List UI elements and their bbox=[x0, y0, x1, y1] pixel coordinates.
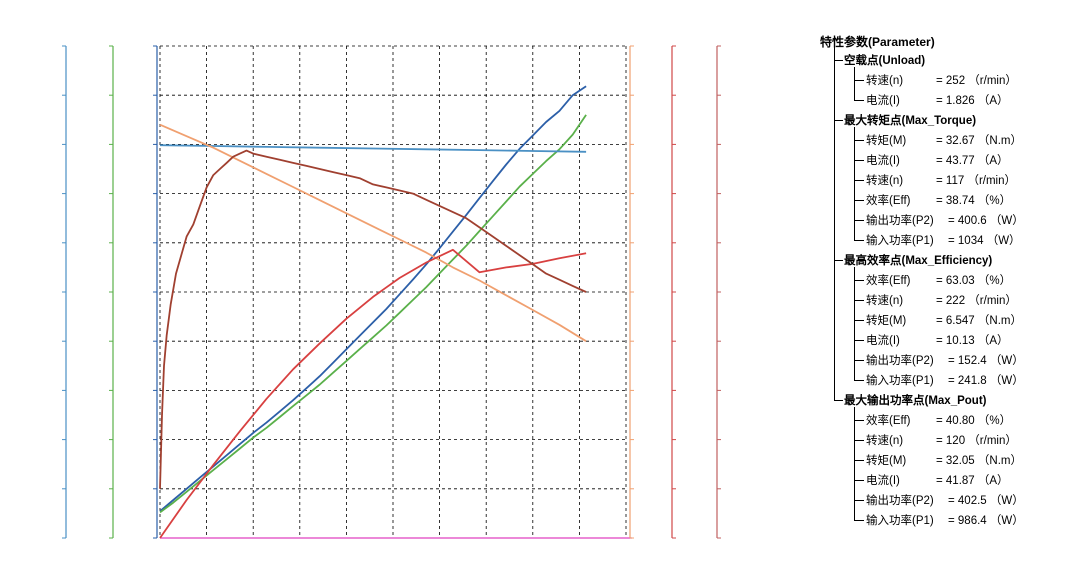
series-line-U bbox=[159, 144, 587, 153]
parameter-item-label: 电流(I) bbox=[866, 335, 900, 347]
tree-leaf-line bbox=[854, 300, 864, 301]
tree-branch-line bbox=[834, 60, 843, 61]
tree-leaf-line bbox=[854, 140, 864, 141]
tree-leaf-line bbox=[854, 440, 864, 441]
parameter-item-label: 转速(n) bbox=[866, 295, 904, 307]
tree-leaf-line bbox=[854, 80, 864, 81]
parameter-group-title: 空载点(Unload) bbox=[844, 55, 926, 67]
parameter-item-value: = 43.77 （A） bbox=[936, 155, 1009, 167]
tree-leaf-line bbox=[854, 460, 864, 461]
parameter-item-label: 效率(Eff) bbox=[866, 195, 911, 207]
tree-leaf-line bbox=[854, 500, 864, 501]
tree-leaf-line bbox=[854, 100, 864, 101]
tree-branch-vertical bbox=[854, 267, 855, 380]
parameter-item-value: = 402.5 （W） bbox=[948, 495, 1024, 507]
tree-leaf-line bbox=[854, 200, 864, 201]
tree-leaf-line bbox=[854, 180, 864, 181]
parameter-item-value: = 117 （r/min） bbox=[936, 175, 1016, 187]
parameter-group-title: 最大输出功率点(Max_Pout) bbox=[844, 395, 987, 407]
tree-leaf-line bbox=[854, 520, 864, 521]
tree-leaf-line bbox=[854, 340, 864, 341]
parameter-item-label: 转矩(M) bbox=[866, 135, 907, 147]
parameter-item-label: 电流(I) bbox=[866, 475, 900, 487]
tree-branch-vertical bbox=[854, 67, 855, 100]
parameter-item-label: 电流(I) bbox=[866, 95, 900, 107]
tree-leaf-line bbox=[854, 280, 864, 281]
parameter-item-value: = 41.87 （A） bbox=[936, 475, 1009, 487]
parameter-item-value: = 40.80 （%） bbox=[936, 415, 1012, 427]
tree-branch-vertical bbox=[854, 127, 855, 240]
parameter-group-title: 最高效率点(Max_Efficiency) bbox=[844, 255, 993, 267]
parameter-item-value: = 222 （r/min） bbox=[936, 295, 1017, 307]
parameter-item-value: = 63.03 （%） bbox=[936, 275, 1012, 287]
series-line-P1 bbox=[159, 85, 587, 512]
tree-leaf-line bbox=[854, 240, 864, 241]
tree-leaf-line bbox=[854, 360, 864, 361]
parameter-item-value: = 6.547 （N.m） bbox=[936, 315, 1022, 327]
chart-svg bbox=[62, 45, 721, 539]
parameter-item-label: 效率(Eff) bbox=[866, 275, 911, 287]
series-line-P2 bbox=[159, 248, 587, 539]
tree-leaf-line bbox=[854, 420, 864, 421]
parameter-title: 特性参数(Parameter) bbox=[820, 35, 935, 49]
tree-leaf-line bbox=[854, 380, 864, 381]
parameter-item-value: = 252 （r/min） bbox=[936, 75, 1017, 87]
parameter-item-label: 输入功率(P1) bbox=[866, 235, 934, 247]
parameter-item-label: 效率(Eff) bbox=[866, 415, 911, 427]
tree-leaf-line bbox=[854, 320, 864, 321]
tree-leaf-line bbox=[854, 220, 864, 221]
series-line-Eff bbox=[159, 149, 587, 489]
parameter-item-value: = 38.74 （%） bbox=[936, 195, 1012, 207]
parameter-item-label: 输出功率(P2) bbox=[866, 215, 934, 227]
parameter-item-value: = 152.4 （W） bbox=[948, 355, 1024, 367]
tree-leaf-line bbox=[854, 480, 864, 481]
parameter-item-label: 电流(I) bbox=[866, 155, 900, 167]
parameter-group-title: 最大转矩点(Max_Torque) bbox=[844, 115, 977, 127]
parameter-item-label: 转矩(M) bbox=[866, 455, 907, 467]
tree-trunk-line bbox=[834, 46, 835, 400]
tree-leaf-line bbox=[854, 160, 864, 161]
parameter-item-label: 转速(n) bbox=[866, 75, 904, 87]
parameter-item-value: = 1.826 （A） bbox=[936, 95, 1009, 107]
parameter-item-value: = 120 （r/min） bbox=[936, 435, 1017, 447]
parameter-item-label: 转速(n) bbox=[866, 435, 904, 447]
tree-branch-line bbox=[834, 260, 843, 261]
parameter-item-value: = 986.4 （W） bbox=[948, 515, 1024, 527]
parameter-item-label: 输入功率(P1) bbox=[866, 375, 934, 387]
parameter-item-value: = 32.67 （N.m） bbox=[936, 135, 1022, 147]
series-line-n bbox=[159, 123, 587, 342]
parameter-item-label: 输出功率(P2) bbox=[866, 495, 934, 507]
parameter-item-label: 转矩(M) bbox=[866, 315, 907, 327]
parameter-panel: 特性参数(Parameter) 空载点(Unload) 转速(n) = 252 （r/… bbox=[820, 26, 1070, 566]
parameter-item-label: 输入功率(P1) bbox=[866, 515, 934, 527]
parameter-item-value: = 32.05 （N.m） bbox=[936, 455, 1022, 467]
tree-branch-vertical bbox=[854, 407, 855, 520]
parameter-item-value: = 241.8 （W） bbox=[948, 375, 1024, 387]
parameter-item-label: 转速(n) bbox=[866, 175, 904, 187]
parameter-item-label: 输出功率(P2) bbox=[866, 355, 934, 367]
series-line-I bbox=[159, 114, 587, 514]
parameter-item-value: = 1034 （W） bbox=[948, 235, 1021, 247]
parameter-item-value: = 400.6 （W） bbox=[948, 215, 1024, 227]
tree-branch-line bbox=[834, 400, 843, 401]
parameter-item-value: = 10.13 （A） bbox=[936, 335, 1009, 347]
tree-branch-line bbox=[834, 120, 843, 121]
